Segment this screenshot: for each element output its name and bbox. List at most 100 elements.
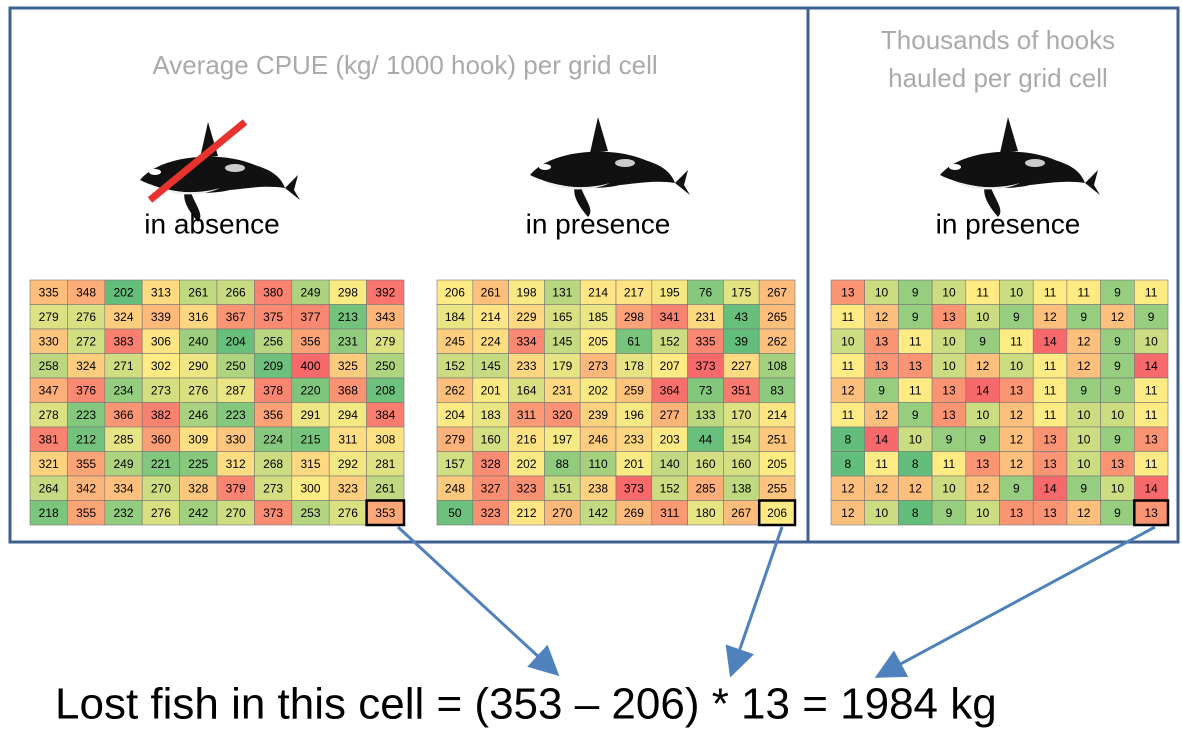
cell-value: 355 [76,457,96,471]
cell-value: 50 [448,506,462,520]
cell-value: 204 [226,334,246,348]
heat-cell [141,377,180,403]
cell-value: 323 [516,481,536,495]
heat-cell [104,500,143,526]
heat-cell [436,377,474,403]
cell-value: 10 [942,334,956,348]
cell-value: 233 [624,432,644,446]
cell-value: 276 [338,506,358,520]
cell-value: 203 [660,432,680,446]
cell-value: 83 [770,383,784,397]
heat-cell [651,328,688,354]
cell-value: 145 [481,359,501,373]
heat-cell [723,353,760,379]
heat-cell [758,328,796,354]
cell-value: 214 [481,310,501,324]
cell-value: 342 [76,481,96,495]
heat-cell [179,475,218,501]
heat-cell [291,402,330,428]
cell-value: 265 [767,310,787,324]
cell-value: 348 [76,285,96,299]
cell-value: 11 [976,285,989,299]
cell-value: 12 [1077,359,1091,373]
cell-value: 157 [445,457,465,471]
heat-cell [67,304,106,330]
cell-value: 9 [1080,383,1087,397]
cell-value: 164 [516,383,536,397]
heat-cell [179,377,218,403]
cell-value: 88 [556,457,570,471]
cell-value: 267 [767,285,787,299]
heat-cell [931,500,967,526]
heat-cell [544,304,581,330]
orca-icon [530,117,690,217]
cell-value: 347 [39,383,59,397]
heat-cell [508,402,545,428]
heat-cell [67,500,106,526]
heat-cell [651,377,688,403]
cell-value: 13 [841,285,855,299]
cell-value: 268 [263,457,283,471]
cell-value: 108 [767,359,787,373]
heat-cell [508,279,545,305]
cell-value: 10 [909,432,923,446]
heat-cell [615,475,653,501]
cell-value: 298 [624,310,644,324]
cell-value: 356 [300,334,320,348]
heat-cell [29,475,68,501]
cell-value: 261 [375,481,395,495]
cell-value: 9 [979,432,986,446]
panel-label: in presence [936,208,1081,239]
heat-cell [579,500,617,526]
cell-value: 160 [731,457,751,471]
cell-value: 131 [552,285,572,299]
cell-value: 10 [1111,408,1125,422]
cell-value: 258 [39,359,59,373]
cell-value: 270 [552,506,572,520]
heat-cell [508,500,545,526]
heat-cell [29,279,68,305]
heat-cell [651,402,688,428]
cell-value: 9 [912,285,919,299]
cell-value: 373 [624,481,644,495]
heat-cell [254,328,293,354]
panel-label: in presence [526,208,671,239]
heat-cell [931,353,967,379]
strike [147,119,248,203]
cell-value: 195 [660,285,680,299]
cell-value: 11 [842,408,855,422]
cell-value: 367 [226,310,246,324]
cell-value: 273 [151,383,171,397]
cell-value: 9 [1013,310,1020,324]
heat-cell [651,451,688,477]
cell-value: 311 [338,432,357,446]
cell-value: 351 [731,383,751,397]
cell-value: 217 [624,285,644,299]
heat-cell [651,279,688,305]
right-frame [806,6,1180,544]
cell-value: 12 [875,408,889,422]
heat-cell [216,451,255,477]
heat-cell [216,377,255,403]
heat-cell [141,451,180,477]
cell-value: 202 [113,285,133,299]
cell-value: 272 [76,334,96,348]
highlight-cell [757,499,797,527]
heat-cell [687,451,724,477]
heat-cell [965,304,1000,330]
cell-value: 224 [481,334,501,348]
cell-value: 249 [300,285,320,299]
cell-value: 316 [188,310,208,324]
heat-cell [898,304,933,330]
cell-value: 13 [1010,383,1024,397]
cell-value: 9 [1013,481,1020,495]
heat-cell [1032,377,1068,403]
heat-cell [328,402,367,428]
cell-value: 9 [912,310,919,324]
cell-value: 152 [445,359,465,373]
heat-cell [291,377,330,403]
cell-value: 151 [552,481,572,495]
cell-value: 9 [946,432,953,446]
heat-cell [179,426,218,452]
